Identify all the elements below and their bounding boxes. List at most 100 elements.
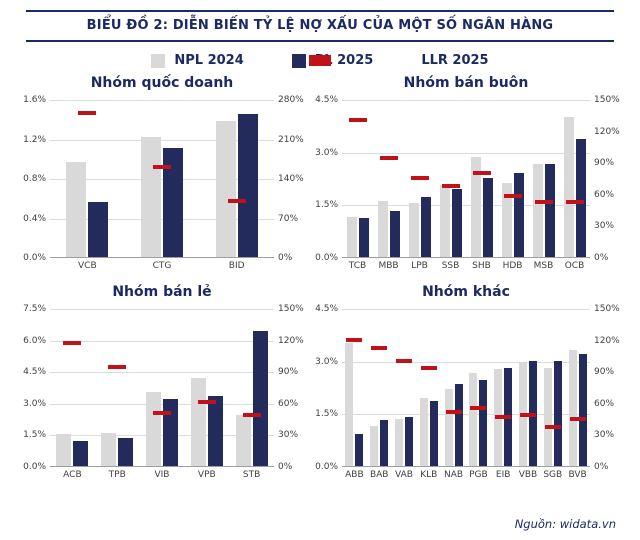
y-tick-label-right: 210%	[278, 134, 304, 145]
llr-dash-marker	[153, 164, 171, 169]
plot-area: 4.5% 3.0% 1.5% 0.0% 150% 120% 90% 60% 30% 0%	[308, 304, 624, 472]
x-axis-label: TPB	[108, 470, 126, 480]
x-axis-labels: ACB TPB VIB VPB STB	[50, 470, 274, 480]
bank-group	[50, 100, 125, 257]
bar-pl-2025	[358, 218, 369, 257]
y-tick-label-left: 4.5%	[315, 304, 338, 314]
bar-pl-2025	[420, 197, 431, 257]
chart-state-owned-group: Nhóm quốc doanh 1.6% 1.2% 0.8% 0.4% 0.0% 280% 2…	[16, 70, 308, 271]
bank-group	[540, 309, 565, 466]
bar-pl-2025	[479, 379, 488, 466]
gridline	[50, 340, 274, 342]
llr-dash-marker	[152, 411, 171, 416]
y-tick-label-left: 3.0%	[315, 147, 338, 158]
y-tick-label-right: 70%	[278, 213, 299, 224]
y-tick-label-right: 150%	[594, 95, 620, 105]
bar-groups	[342, 100, 590, 257]
y-tick-label-right: 0%	[278, 462, 293, 472]
x-axis-label: MSB	[533, 261, 554, 271]
y-tick-label-right: 60%	[594, 398, 615, 409]
bar-npl-2024	[346, 216, 357, 257]
x-axis-label: NAB	[444, 470, 464, 480]
bank-group	[342, 309, 367, 466]
y-tick-label-right: 90%	[594, 158, 615, 169]
bar-pl-2025	[207, 396, 223, 466]
gridline	[50, 139, 274, 141]
llr-dash-marker	[495, 414, 512, 419]
bar-npl-2024	[444, 388, 453, 466]
x-axis-label: PGB	[469, 470, 488, 480]
y-tick-label-left: 6.0%	[23, 335, 46, 346]
bar-groups	[50, 100, 274, 257]
llr-dash-marker	[63, 340, 82, 345]
x-axis-label: BID	[228, 261, 245, 271]
x-axis-label: STB	[242, 470, 261, 480]
legend-item-llr-2025: LLR 2025	[309, 53, 489, 68]
bank-group	[229, 309, 274, 466]
plot-canvas	[342, 100, 590, 258]
llr-dash-marker	[445, 410, 462, 415]
bar-npl-2024	[469, 372, 478, 466]
gridline	[342, 205, 590, 207]
chart-retail-group: Nhóm bán lẻ 7.5% 6.0% 4.5% 3.0% 1.5% 0.0% 150% 1…	[16, 279, 308, 480]
x-axis-label: BAB	[369, 470, 389, 480]
bar-npl-2024	[101, 433, 117, 466]
x-axis-label: EIB	[495, 470, 511, 480]
y-tick-label-left: 0.0%	[23, 462, 46, 472]
charts-grid: Nhóm quốc doanh 1.6% 1.2% 0.8% 0.4% 0.0% 280% 2…	[16, 70, 624, 480]
x-axis-label: CTG	[152, 261, 172, 271]
bar-pl-2025	[553, 360, 562, 466]
llr-dash-marker	[503, 193, 522, 198]
bar-pl-2025	[73, 440, 89, 466]
y-tick-label-left: 7.5%	[23, 304, 46, 314]
legend-swatch-icon	[309, 55, 331, 66]
llr-dash-marker	[227, 198, 246, 203]
x-axis-labels: VCB CTG BID	[50, 261, 274, 271]
bank-group	[516, 309, 541, 466]
y-tick-label-left: 4.5%	[23, 367, 46, 378]
bar-npl-2024	[377, 200, 388, 257]
y-axis-right: 280% 210% 140% 70% 0%	[274, 95, 308, 263]
y-tick-label-right: 0%	[594, 253, 609, 263]
x-axis-label: OCB	[564, 261, 585, 271]
y-tick-label-left: 0.4%	[23, 213, 46, 224]
llr-dash-marker	[197, 399, 216, 404]
bar-pl-2025	[454, 383, 463, 466]
bar-pl-2025	[252, 331, 268, 466]
gridline	[50, 179, 274, 180]
x-axis-label: ABB	[345, 470, 364, 480]
plot-canvas	[342, 309, 590, 467]
bank-group	[367, 309, 392, 466]
llr-dash-marker	[470, 406, 487, 411]
x-axis-label: SSB	[441, 261, 460, 271]
source-credit: Nguồn: widata.vn	[514, 517, 616, 531]
y-axis-left: 4.5% 3.0% 1.5% 0.0%	[308, 304, 342, 472]
y-tick-label-left: 0.0%	[23, 253, 46, 263]
legend-swatch-icon	[151, 53, 166, 68]
x-axis-label: SGB	[543, 470, 563, 480]
chart-title: Nhóm khác	[422, 284, 510, 300]
y-axis-left: 4.5% 3.0% 1.5% 0.0%	[308, 95, 342, 263]
llr-dash-marker	[441, 184, 460, 189]
y-tick-label-right: 280%	[278, 95, 304, 105]
y-tick-label-left: 3.0%	[23, 398, 46, 409]
y-tick-label-right: 90%	[278, 367, 299, 378]
y-tick-label-left: 0.0%	[315, 253, 338, 263]
y-tick-label-right: 120%	[594, 335, 620, 346]
bank-group	[184, 309, 229, 466]
x-axis-labels: ABB BAB VAB KLB NAB PGB EIB VBB SGB BVB	[342, 470, 590, 480]
legend: NPL 2024 PL 2025 LLR 2025	[16, 53, 624, 68]
gridline	[342, 100, 590, 101]
bar-npl-2024	[501, 183, 512, 257]
y-tick-label-right: 30%	[278, 430, 299, 441]
x-axis-label: VBB	[518, 470, 538, 480]
llr-dash-marker	[544, 425, 561, 430]
bar-npl-2024	[419, 397, 428, 466]
y-axis-right: 150% 120% 90% 60% 30% 0%	[590, 304, 624, 472]
legend-swatch-icon	[291, 53, 306, 68]
gridline	[342, 414, 590, 416]
bar-pl-2025	[237, 113, 258, 257]
bank-group	[199, 100, 274, 257]
gridline	[50, 403, 274, 405]
